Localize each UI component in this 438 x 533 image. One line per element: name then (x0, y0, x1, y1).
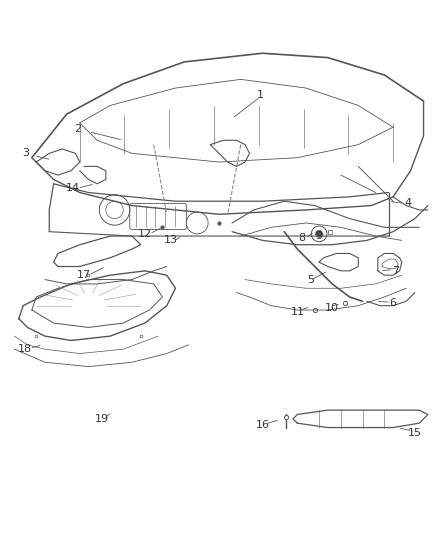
Text: 12: 12 (138, 229, 152, 239)
Text: 14: 14 (66, 183, 80, 193)
Text: 4: 4 (405, 198, 412, 208)
Text: 10: 10 (325, 303, 339, 313)
Text: 7: 7 (392, 266, 399, 276)
Text: 16: 16 (255, 421, 269, 430)
Text: 5: 5 (307, 274, 314, 285)
Text: 18: 18 (18, 344, 32, 354)
Text: 9: 9 (315, 231, 323, 241)
Text: 13: 13 (164, 236, 178, 245)
Text: 11: 11 (290, 307, 304, 317)
Text: 3: 3 (22, 148, 29, 158)
Circle shape (316, 230, 322, 237)
Text: 1: 1 (257, 90, 264, 100)
Text: 15: 15 (408, 428, 422, 438)
Text: 17: 17 (77, 270, 91, 280)
Text: 6: 6 (389, 298, 396, 309)
Text: 2: 2 (74, 124, 81, 134)
Text: 8: 8 (298, 233, 305, 243)
Text: 19: 19 (95, 414, 109, 424)
